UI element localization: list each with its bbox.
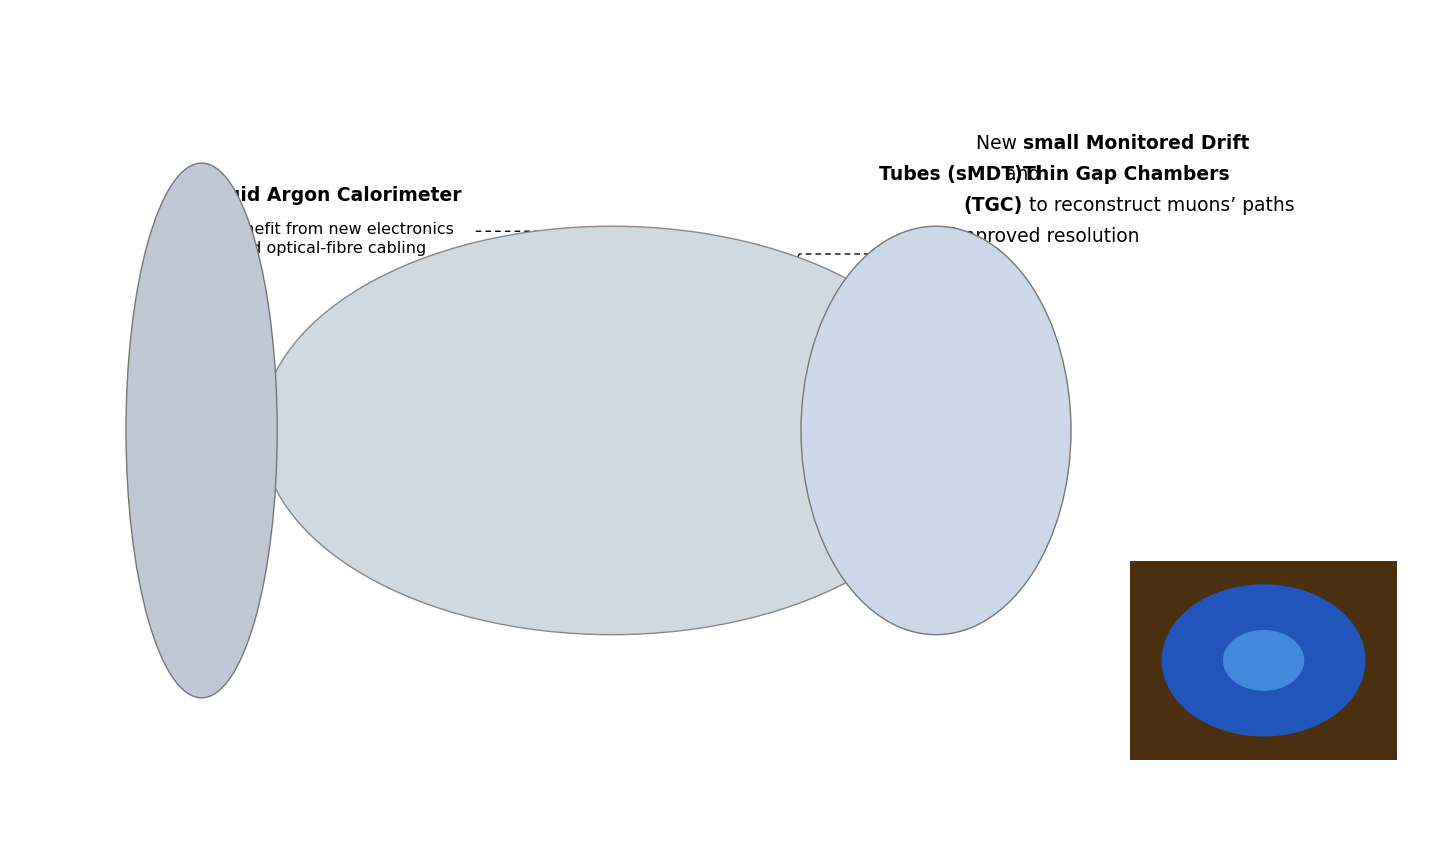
Text: New small wheel: New small wheel [814, 498, 992, 517]
Ellipse shape [127, 163, 276, 698]
Text: and: and [999, 165, 1047, 184]
Ellipse shape [801, 226, 1071, 635]
Text: to benefit from new electronics
and optical-fibre cabling: to benefit from new electronics and opti… [203, 221, 454, 257]
Circle shape [1162, 585, 1365, 736]
Text: (TGC): (TGC) [963, 196, 1022, 215]
Text: Thin Gap Chambers: Thin Gap Chambers [1022, 165, 1230, 184]
Ellipse shape [261, 226, 963, 635]
Text: to reconstruct muons’ paths: to reconstruct muons’ paths [1022, 196, 1295, 215]
Text: to track more muons
on both sides of
the detector: to track more muons on both sides of the… [819, 529, 988, 583]
Circle shape [1224, 630, 1303, 690]
Text: Liquid Argon Calorimeter: Liquid Argon Calorimeter [194, 186, 462, 205]
Text: with improved resolution: with improved resolution [906, 227, 1139, 246]
Text: Tubes (sMDT): Tubes (sMDT) [878, 165, 1022, 184]
Text: New: New [975, 133, 1022, 153]
Text: small Monitored Drift: small Monitored Drift [1022, 133, 1248, 153]
